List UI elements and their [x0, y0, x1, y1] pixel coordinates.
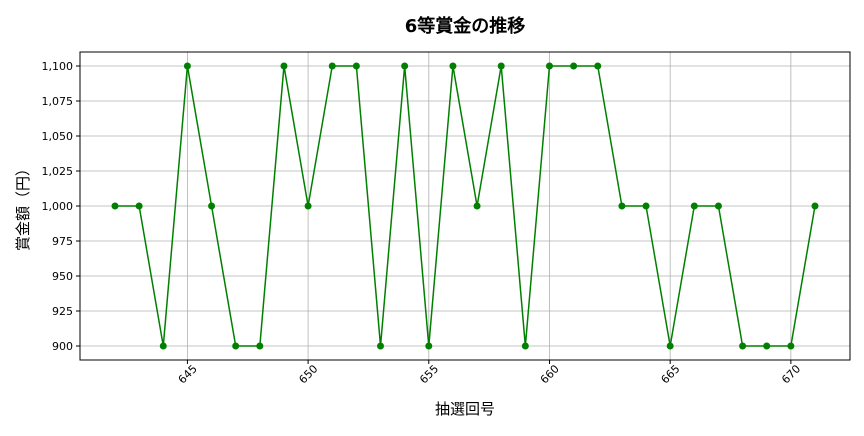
data-point: [497, 62, 505, 70]
data-point: [642, 202, 650, 210]
y-tick-label: 950: [52, 270, 73, 283]
series-line: [115, 65, 816, 347]
y-tick-label: 1,000: [42, 200, 74, 213]
data-point: [618, 202, 626, 210]
x-tick-label: 665: [659, 362, 683, 386]
data-point: [425, 342, 433, 350]
data-point: [135, 202, 143, 210]
data-point: [545, 62, 553, 70]
x-tick-label: 650: [296, 362, 320, 386]
data-point: [666, 342, 674, 350]
x-axis-label: 抽選回号: [435, 400, 495, 418]
data-point: [256, 342, 264, 350]
data-point: [739, 342, 747, 350]
data-point: [594, 62, 602, 70]
data-point: [401, 62, 409, 70]
data-point: [328, 62, 336, 70]
chart-title: 6等賞金の推移: [405, 15, 526, 37]
y-tick-label: 975: [52, 235, 73, 248]
data-point: [521, 342, 529, 350]
data-point: [811, 202, 819, 210]
data-point: [232, 342, 240, 350]
data-point: [473, 202, 481, 210]
data-point: [570, 62, 578, 70]
data-point: [208, 202, 216, 210]
data-point: [304, 202, 312, 210]
x-tick-label: 660: [538, 362, 562, 386]
x-tick-label: 670: [779, 362, 803, 386]
data-point: [449, 62, 457, 70]
data-point: [714, 202, 722, 210]
data-point: [787, 342, 795, 350]
y-tick-label: 900: [52, 340, 73, 353]
data-point: [111, 202, 119, 210]
y-axis-label: 賞金額（円）: [14, 161, 32, 251]
data-point: [280, 62, 288, 70]
y-tick-label: 1,050: [42, 130, 74, 143]
y-tick-label: 1,100: [42, 60, 74, 73]
data-point: [183, 62, 191, 70]
data-point: [159, 342, 167, 350]
x-tick-label: 655: [417, 362, 441, 386]
data-point: [690, 202, 698, 210]
y-tick-label: 1,075: [42, 95, 74, 108]
data-point: [352, 62, 360, 70]
data-point: [377, 342, 385, 350]
y-tick-label: 925: [52, 305, 73, 318]
x-tick-label: 645: [176, 362, 200, 386]
data-point: [763, 342, 771, 350]
y-tick-label: 1,025: [42, 165, 74, 178]
